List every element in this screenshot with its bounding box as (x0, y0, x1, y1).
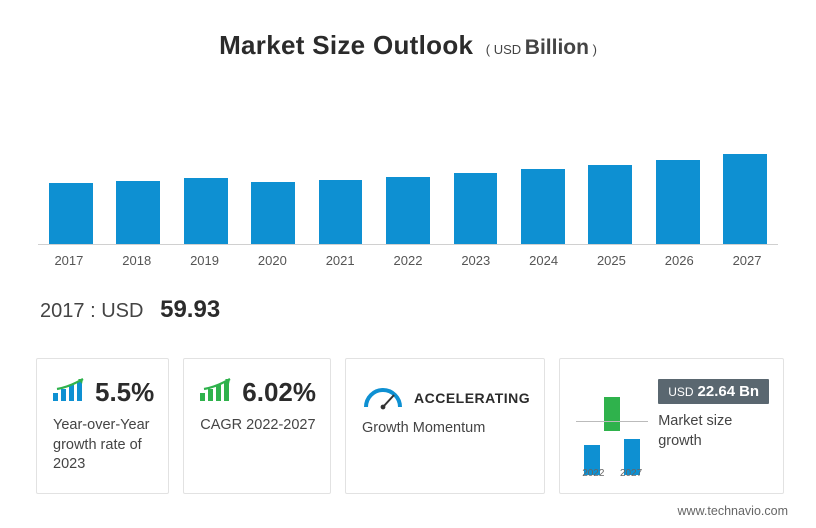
highlight-currency: USD (101, 300, 143, 322)
bar-growth-icon (53, 379, 87, 407)
yoy-metric: 5.5% (53, 377, 154, 408)
growth-desc: Market size growth (658, 412, 769, 451)
x-tick: 2027 (720, 253, 774, 268)
pill-value: 22.64 (698, 383, 736, 400)
pill-unit: Bn (739, 383, 759, 400)
title-currency: USD (494, 42, 521, 57)
x-axis: 2017 2018 2019 2020 2021 2022 2023 2024 2025 2026… (36, 245, 780, 268)
bar (656, 160, 700, 244)
paren-close: ) (593, 42, 597, 57)
x-tick: 2023 (449, 253, 503, 268)
mini-axis (576, 421, 648, 422)
card-cagr: 6.02% CAGR 2022-2027 (183, 358, 331, 494)
bar-slot (179, 94, 232, 244)
highlight-row: 2017 : USD 59.93 (40, 296, 780, 324)
x-tick: 2022 (381, 253, 435, 268)
bar (251, 182, 295, 244)
bar-slot (314, 94, 367, 244)
cagr-value: 6.02% (242, 377, 316, 408)
x-tick: 2025 (585, 253, 639, 268)
x-tick: 2017 (42, 253, 96, 268)
momentum-value: ACCELERATING (414, 390, 530, 406)
bar (319, 180, 363, 244)
x-tick: 2019 (178, 253, 232, 268)
bar (49, 183, 93, 244)
bar-series (38, 94, 778, 244)
bar-slot (246, 94, 299, 244)
pill-currency: USD (668, 385, 693, 399)
mini-label-start: 2022 (582, 468, 604, 479)
footer-source: www.technavio.com (678, 504, 788, 518)
bar-slot (719, 94, 772, 244)
bar-growth-green-icon (200, 379, 234, 407)
growth-right: USD 22.64 Bn Market size growth (658, 377, 769, 475)
x-tick: 2024 (517, 253, 571, 268)
bar (386, 177, 430, 244)
bar-slot (381, 94, 434, 244)
infographic-root: Market Size Outlook ( USD Billion ) 2017… (0, 0, 816, 528)
arrow-up-icon (202, 377, 238, 393)
bar (723, 154, 767, 244)
mini-bar-2 (604, 397, 620, 431)
title-row: Market Size Outlook ( USD Billion ) (36, 30, 780, 61)
momentum-top: ACCELERATING (362, 385, 530, 411)
arrow-up-icon (55, 377, 91, 393)
bar-slot (111, 94, 164, 244)
title-unit-big: Billion (525, 36, 589, 59)
highlight-value: 59.93 (160, 296, 220, 323)
bar (184, 178, 228, 244)
yoy-label: Year-over-Year growth rate of 2023 (53, 416, 154, 475)
mini-label-end: 2027 (620, 468, 642, 479)
yoy-value: 5.5% (95, 377, 154, 408)
bar-slot (516, 94, 569, 244)
bar-slot (651, 94, 704, 244)
card-momentum: ACCELERATING Growth Momentum (345, 358, 545, 494)
bar-slot (44, 94, 97, 244)
momentum-label: Growth Momentum (362, 419, 530, 439)
title-unit: ( USD Billion ) (486, 42, 597, 57)
bar-slot (584, 94, 637, 244)
cards-row: 5.5% Year-over-Year growth rate of 2023 … (36, 358, 780, 494)
bar-chart (38, 75, 778, 245)
title-main: Market Size Outlook (219, 30, 473, 60)
x-tick: 2018 (110, 253, 164, 268)
card-yoy: 5.5% Year-over-Year growth rate of 2023 (36, 358, 169, 494)
highlight-year: 2017 (40, 300, 85, 322)
x-tick: 2026 (652, 253, 706, 268)
x-tick: 2020 (245, 253, 299, 268)
paren-open: ( (486, 42, 490, 57)
growth-pill: USD 22.64 Bn (658, 379, 769, 404)
bar-slot (449, 94, 502, 244)
bar (588, 165, 632, 244)
cagr-metric: 6.02% (200, 377, 316, 408)
bar (454, 173, 498, 244)
gauge-icon (362, 385, 404, 411)
bar (116, 181, 160, 244)
mini-bar-chart: 2022 2027 (576, 377, 648, 475)
mini-labels: 2022 2027 (576, 468, 648, 479)
bar (521, 169, 565, 244)
card-growth: 2022 2027 USD 22.64 Bn Market size growt… (559, 358, 784, 494)
cagr-label: CAGR 2022-2027 (200, 416, 316, 436)
highlight-sep: : (90, 300, 101, 322)
x-tick: 2021 (313, 253, 367, 268)
